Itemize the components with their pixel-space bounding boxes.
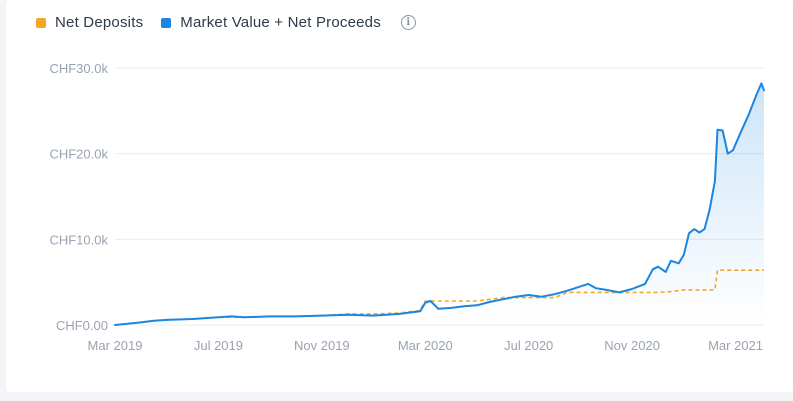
y-tick-label: CHF10.0k [49,232,108,247]
y-tick-label: CHF0.00 [56,318,108,333]
chart-card [6,0,793,392]
series-layer [114,82,765,326]
x-tick-label: Nov 2019 [294,338,350,353]
x-tick-label: Jul 2019 [194,338,243,353]
tick-layer: CHF0.00 CHF10.0k CHF20.0k CHF30.0k Mar 2019 J… [49,61,763,353]
y-tick-label: CHF20.0k [49,147,108,162]
legend-label-market-value: Market Value + Net Proceeds [180,14,381,31]
x-tick-label: Mar 2021 [708,338,763,353]
x-tick-label: Mar 2019 [88,338,143,353]
market-value-area [115,83,764,326]
legend-item-net-deposits[interactable]: Net Deposits [36,14,143,31]
legend-label-net-deposits: Net Deposits [55,14,144,31]
legend-swatch-net-deposits [36,17,46,28]
info-icon[interactable]: i [400,15,416,30]
market-value-line [114,82,765,326]
chart-legend: Net Deposits Market Value + Net Proceeds… [36,14,416,31]
x-tick-label: Nov 2020 [604,338,660,353]
legend-item-market-value[interactable]: Market Value + Net Proceeds [161,14,381,31]
y-tick-label: CHF30.0k [49,61,108,76]
x-tick-label: Jul 2020 [504,338,553,353]
x-tick-label: Mar 2020 [398,338,453,353]
legend-swatch-market-value [161,17,172,28]
